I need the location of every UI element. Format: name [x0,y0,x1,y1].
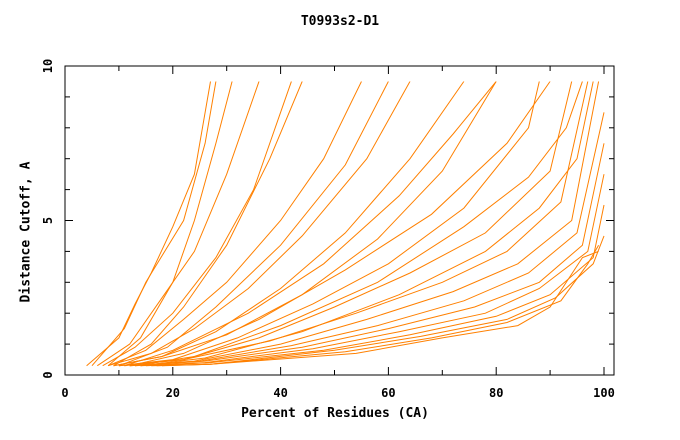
series-line-25 [135,81,583,367]
series-line-22 [118,81,389,367]
series-line-9 [118,81,540,367]
series-line-13 [129,112,605,367]
series-line-26 [140,81,594,367]
series-line-14 [135,143,605,367]
series-line-12 [129,81,600,367]
series-line-11 [124,81,589,367]
chart-title: T0993s2-D1 [300,14,380,29]
series-group [86,81,605,367]
series-line-6 [107,81,411,367]
y-tick-label: 5 [41,217,55,224]
x-tick-label: 20 [166,386,180,400]
series-line-4 [102,81,292,367]
series-line-5 [107,81,362,367]
y-tick-label: 10 [41,59,55,73]
x-tick-label: 40 [273,386,287,400]
series-line-19 [161,250,599,367]
series-line-3 [97,81,260,367]
series-line-2 [91,81,217,367]
x-tick-label: 100 [593,386,615,400]
series-line-23 [124,81,497,367]
series-line-15 [140,174,605,367]
x-tick-label: 0 [61,386,68,400]
series-line-21 [113,81,303,367]
x-tick-label: 80 [489,386,503,400]
x-tick-label: 60 [381,386,395,400]
series-line-20 [107,81,233,367]
y-tick-label: 0 [41,371,55,378]
series-line-16 [145,204,605,367]
x-axis-label: Percent of Residues (CA) [241,406,429,421]
series-line-24 [129,81,551,367]
